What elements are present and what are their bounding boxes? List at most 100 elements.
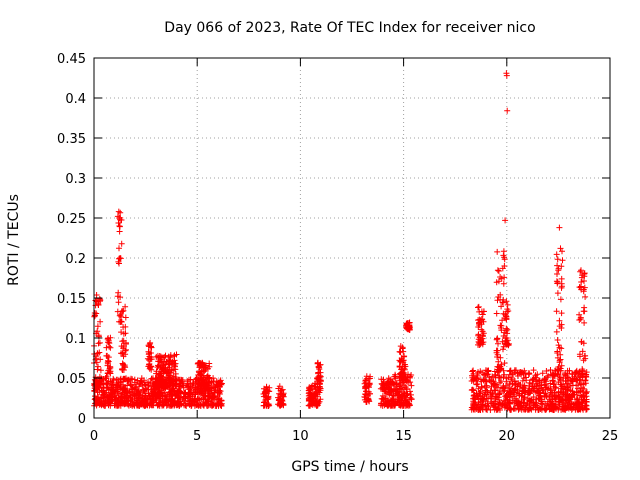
- data-point: [365, 380, 372, 387]
- data-point: [499, 338, 506, 345]
- data-point: [94, 323, 101, 330]
- data-point: [500, 280, 507, 287]
- data-point: [495, 278, 502, 285]
- data-point: [316, 377, 323, 384]
- data-point: [577, 374, 584, 381]
- data-point: [105, 394, 112, 401]
- data-point: [184, 380, 191, 387]
- data-point: [541, 394, 548, 401]
- x-axis-label: GPS time / hours: [291, 459, 408, 475]
- data-point: [581, 319, 588, 326]
- data-point: [565, 404, 572, 410]
- data-point: [479, 335, 486, 342]
- data-point: [491, 381, 498, 388]
- data-point: [573, 389, 580, 395]
- x-tick-label: 0: [90, 429, 98, 444]
- data-point: [536, 377, 542, 384]
- data-point: [504, 330, 511, 337]
- data-point: [505, 374, 512, 381]
- data-point: [497, 354, 504, 361]
- data-point: [583, 406, 590, 413]
- data-point: [565, 383, 572, 390]
- data-point: [521, 388, 528, 395]
- data-point: [496, 396, 503, 403]
- data-point: [150, 397, 157, 404]
- data-point: [366, 381, 373, 388]
- data-point: [581, 308, 588, 315]
- data-point: [148, 344, 155, 351]
- data-point: [564, 370, 571, 377]
- data-point: [106, 393, 113, 400]
- data-point: [314, 384, 321, 391]
- data-point: [115, 289, 122, 296]
- data-point: [554, 256, 561, 263]
- data-point: [153, 370, 160, 377]
- data-point: [183, 403, 190, 409]
- data-point: [123, 341, 129, 347]
- data-point: [210, 394, 217, 401]
- data-point: [539, 370, 546, 377]
- data-point: [555, 265, 562, 272]
- data-point: [165, 375, 172, 382]
- data-point: [481, 392, 488, 398]
- data-point: [406, 325, 413, 332]
- data-point: [93, 298, 100, 305]
- data-point: [514, 373, 521, 379]
- data-point: [170, 383, 176, 389]
- data-point: [478, 400, 485, 407]
- data-point: [495, 294, 502, 300]
- data-point: [305, 387, 312, 394]
- data-point: [506, 380, 513, 387]
- plot-frame: [93, 57, 611, 419]
- data-point: [404, 391, 411, 398]
- data-point: [501, 401, 508, 408]
- data-point: [398, 399, 405, 406]
- data-point: [486, 377, 493, 384]
- data-point: [262, 398, 269, 405]
- data-point: [106, 340, 113, 347]
- data-point: [97, 381, 104, 388]
- data-point: [161, 389, 168, 396]
- data-point: [530, 367, 537, 374]
- data-point: [144, 355, 151, 362]
- data-point: [557, 245, 564, 252]
- data-point: [380, 395, 387, 402]
- data-point: [206, 380, 213, 387]
- data-point: [105, 400, 112, 407]
- data-point: [550, 405, 557, 411]
- chart-title: Day 066 of 2023, Rate Of TEC Index for r…: [164, 20, 535, 36]
- data-point: [150, 375, 156, 382]
- data-point: [158, 368, 165, 375]
- data-point: [119, 308, 126, 315]
- data-point: [566, 393, 573, 399]
- data-point: [501, 360, 508, 367]
- data-point: [119, 338, 126, 345]
- data-point: [141, 388, 148, 395]
- data-point: [133, 390, 140, 397]
- data-point: [118, 240, 125, 247]
- data-point: [504, 308, 511, 315]
- data-point: [205, 402, 212, 409]
- data-point: [192, 399, 199, 406]
- data-point: [485, 367, 492, 374]
- data-point: [378, 376, 385, 383]
- data-point: [170, 366, 177, 373]
- data-point: [542, 400, 549, 407]
- data-point: [509, 375, 515, 381]
- data-point: [194, 376, 201, 383]
- data-point: [557, 296, 564, 303]
- data-point: [496, 391, 503, 398]
- data-point: [109, 396, 116, 403]
- data-point: [197, 401, 204, 408]
- data-point: [94, 366, 101, 373]
- data-point: [534, 371, 541, 378]
- data-point: [477, 338, 484, 345]
- data-point: [496, 364, 503, 371]
- data-point: [380, 396, 387, 403]
- data-point: [389, 392, 396, 399]
- data-point: [261, 388, 268, 395]
- data-point: [122, 386, 129, 392]
- data-point: [378, 400, 385, 407]
- data-point: [115, 220, 122, 226]
- data-point: [166, 357, 173, 364]
